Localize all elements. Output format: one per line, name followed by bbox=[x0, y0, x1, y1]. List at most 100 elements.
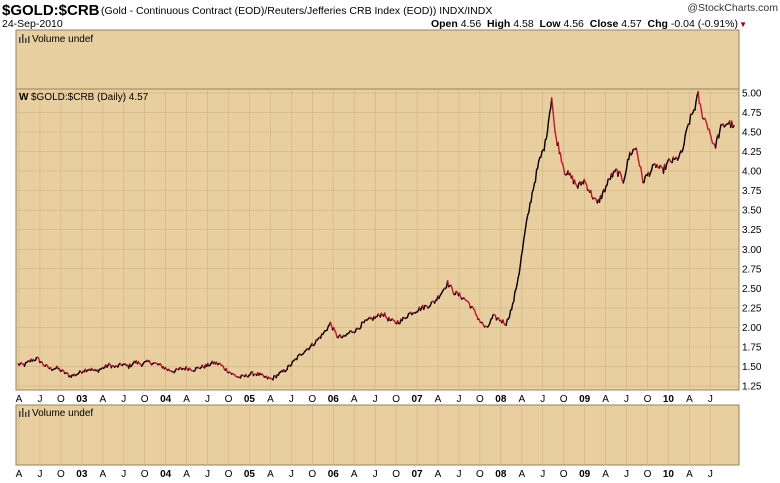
price-segment bbox=[516, 277, 519, 286]
price-segment bbox=[585, 183, 589, 191]
price-segment bbox=[543, 139, 546, 152]
price-segment bbox=[640, 166, 643, 175]
x-tick-label: O bbox=[57, 394, 65, 405]
price-segment bbox=[664, 162, 668, 170]
x-tick-label: A bbox=[602, 394, 609, 405]
x-tick-label: A bbox=[267, 469, 274, 480]
x-tick-label: 05 bbox=[244, 469, 256, 480]
x-tick-label: A bbox=[351, 394, 358, 405]
price-segment bbox=[636, 153, 640, 162]
x-tick-label: 04 bbox=[160, 394, 172, 405]
x-tick-label: O bbox=[141, 469, 149, 480]
price-segment bbox=[562, 167, 566, 176]
y-tick-label: 1.75 bbox=[742, 343, 762, 354]
price-segment bbox=[697, 90, 700, 104]
price-segment bbox=[525, 218, 528, 228]
x-tick-label: O bbox=[560, 394, 568, 405]
w-icon: W bbox=[19, 92, 29, 103]
x-tick-label: J bbox=[540, 394, 545, 405]
price-segment bbox=[551, 97, 554, 111]
price-segment bbox=[523, 226, 527, 236]
y-tick-label: 3.50 bbox=[742, 206, 762, 217]
x-tick-label: J bbox=[624, 394, 629, 405]
x-tick-label: J bbox=[373, 469, 378, 480]
x-tick-label: 06 bbox=[328, 469, 340, 480]
price-segment bbox=[530, 191, 533, 203]
x-tick-label: J bbox=[37, 394, 42, 405]
x-tick-label: A bbox=[518, 394, 525, 405]
x-tick-label: 03 bbox=[76, 469, 88, 480]
x-axis-ticks-main: A J O 03 A J O 04 A J O 05 A J O 06 A J O 07 A J O 08 A J O 09 A J O 10… bbox=[16, 394, 713, 405]
price-segment bbox=[714, 138, 718, 149]
x-tick-label: O bbox=[141, 394, 149, 405]
x-tick-label: J bbox=[708, 469, 713, 480]
price-segment bbox=[547, 112, 551, 123]
x-tick-label: 10 bbox=[663, 469, 675, 480]
chg-label: Chg bbox=[647, 18, 668, 30]
x-tick-label: O bbox=[644, 469, 652, 480]
x-tick-label: A bbox=[686, 469, 693, 480]
x-tick-label: A bbox=[602, 469, 609, 480]
y-tick-label: 2.00 bbox=[742, 323, 762, 334]
price-segment bbox=[682, 143, 685, 150]
price-segment bbox=[622, 177, 626, 184]
price-segment bbox=[710, 137, 713, 144]
price-segment bbox=[534, 169, 538, 183]
x-tick-label: 05 bbox=[244, 394, 256, 405]
price-segment bbox=[732, 125, 735, 129]
x-tick-label: J bbox=[456, 394, 461, 405]
main-panel-text: $GOLD:$CRB (Daily) 4.57 bbox=[31, 92, 149, 103]
x-tick-label: O bbox=[392, 394, 400, 405]
x-tick-label: J bbox=[121, 469, 126, 480]
price-segment bbox=[637, 159, 641, 168]
price-segment bbox=[528, 202, 531, 213]
price-segment bbox=[546, 120, 550, 133]
x-tick-label: J bbox=[373, 394, 378, 405]
price-segment bbox=[515, 283, 518, 291]
price-segment bbox=[688, 113, 692, 125]
price-segment bbox=[624, 167, 628, 175]
top-volume-label: Volume undef bbox=[19, 34, 93, 45]
x-tick-label: A bbox=[183, 394, 190, 405]
price-segment bbox=[458, 292, 462, 298]
y-axis-ticks: 5.00 4.75 4.50 4.25 4.00 3.75 3.50 3.25 3.00 2.75… bbox=[742, 88, 762, 392]
x-tick-label: J bbox=[121, 394, 126, 405]
price-segment bbox=[554, 130, 557, 138]
x-tick-label: A bbox=[435, 469, 442, 480]
price-segment bbox=[319, 333, 323, 339]
x-tick-label: 04 bbox=[160, 469, 172, 480]
top-volume-panel bbox=[15, 29, 740, 90]
x-tick-label: 08 bbox=[495, 394, 507, 405]
price-segment bbox=[517, 272, 520, 279]
x-tick-label: J bbox=[205, 469, 210, 480]
price-segment bbox=[557, 141, 561, 155]
price-segment bbox=[719, 123, 722, 131]
price-segment bbox=[553, 120, 556, 132]
x-tick-label: 07 bbox=[411, 394, 423, 405]
price-segment bbox=[606, 178, 609, 186]
price-series bbox=[17, 90, 735, 381]
price-segment bbox=[532, 182, 536, 191]
price-segment bbox=[604, 185, 607, 193]
price-segment bbox=[695, 94, 698, 103]
price-segment bbox=[545, 131, 549, 140]
x-tick-label: 03 bbox=[76, 394, 88, 405]
x-tick-label: J bbox=[205, 394, 210, 405]
y-tick-label: 3.75 bbox=[742, 186, 762, 197]
x-tick-label: A bbox=[686, 394, 693, 405]
price-segment bbox=[708, 128, 711, 135]
x-tick-label: A bbox=[183, 469, 190, 480]
x-tick-label: O bbox=[308, 469, 316, 480]
price-segment bbox=[446, 279, 450, 288]
x-tick-label: 09 bbox=[579, 469, 591, 480]
price-segment bbox=[526, 213, 529, 221]
price-segment bbox=[643, 176, 646, 184]
y-tick-label: 4.75 bbox=[742, 108, 762, 119]
price-segment bbox=[577, 182, 580, 189]
high-value: 4.58 bbox=[513, 18, 534, 30]
x-tick-label: J bbox=[37, 469, 42, 480]
y-tick-label: 2.25 bbox=[742, 303, 762, 314]
price-segment bbox=[559, 152, 563, 163]
price-segment bbox=[474, 309, 477, 316]
price-segment bbox=[451, 286, 454, 294]
